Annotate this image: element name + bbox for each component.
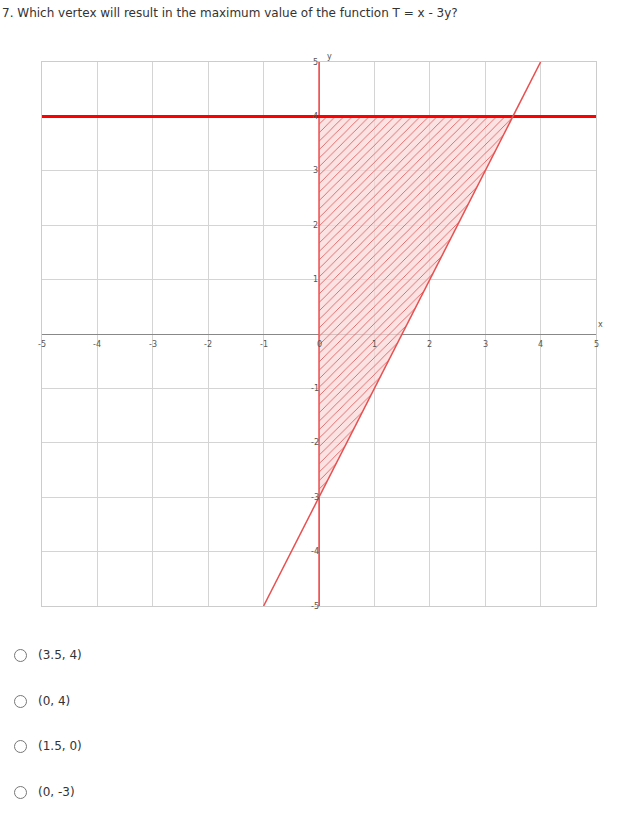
svg-text:-2: -2 [204, 340, 212, 349]
html-text:7. Which vertex will result in: 7. Which vertex will result in the maxim… [2, 6, 458, 20]
svg-text:y: y [327, 52, 332, 61]
svg-text:0: 0 [317, 340, 322, 349]
svg-text:1: 1 [313, 275, 318, 284]
html-text:(3.5, 4): (3.5, 4) [38, 648, 82, 662]
svg-text:3: 3 [313, 166, 318, 175]
svg-text:-2: -2 [311, 438, 319, 447]
svg-text:5: 5 [313, 58, 318, 67]
svg-text:-1: -1 [311, 384, 319, 393]
svg-text:1: 1 [372, 340, 377, 349]
svg-text:-3: -3 [149, 340, 157, 349]
html-text:(1.5, 0): (1.5, 0) [38, 739, 82, 753]
svg-text:5: 5 [594, 340, 599, 349]
svg-text:4: 4 [538, 340, 543, 349]
svg-text:-1: -1 [260, 340, 268, 349]
svg-text:-4: -4 [93, 340, 101, 349]
svg-text:-5: -5 [311, 602, 319, 611]
svg-text:x: x [598, 320, 603, 329]
html-text:(0, 4): (0, 4) [38, 693, 71, 708]
svg-text:-3: -3 [311, 493, 319, 502]
svg-text:2: 2 [313, 221, 318, 230]
svg-text:3: 3 [483, 340, 488, 349]
svg-text:-5: -5 [38, 340, 46, 349]
svg-text:4: 4 [313, 112, 318, 121]
svg-text:2: 2 [427, 340, 432, 349]
svg-text:-4: -4 [311, 547, 319, 556]
html-text:(0, -3): (0, -3) [38, 784, 75, 799]
